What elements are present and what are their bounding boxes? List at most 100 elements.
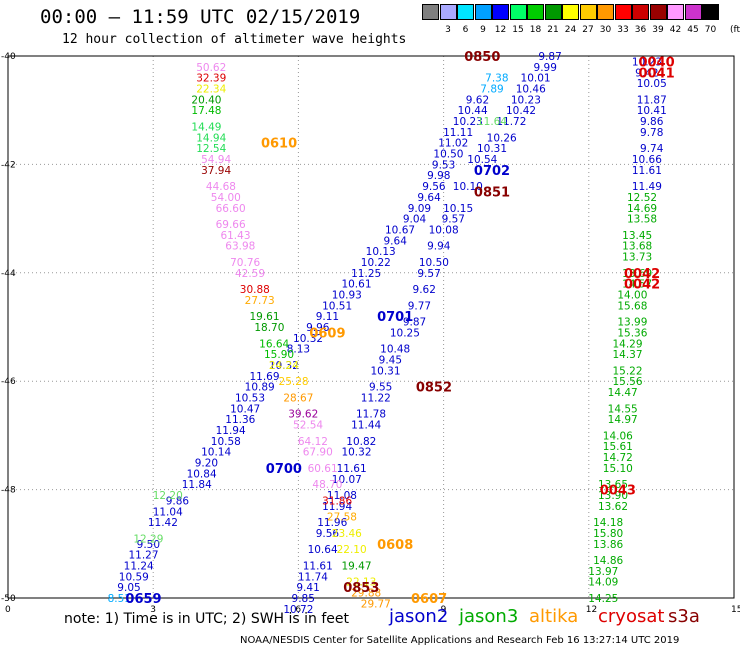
wave-height-value: 11.24 [124,560,154,572]
wave-height-value: 11.72 [496,116,526,128]
wave-height-value: 23.46 [332,528,362,540]
wave-height-value: 13.99 [617,317,647,329]
wave-height-value: 9.86 [166,495,190,507]
wave-height-value: 9.87 [403,317,426,329]
wave-height-value: 14.69 [627,203,657,215]
wave-height-value: 42.59 [235,268,265,280]
wave-height-value: 70.76 [230,257,260,269]
wave-height-value: 10.01 [521,73,551,85]
wave-height-value: 12.52 [627,192,657,204]
longitude-tick-label: 3 [150,605,156,615]
wave-height-value: 32.39 [196,73,226,85]
wave-height-value: 9.86 [640,116,664,128]
wave-height-value: 13.73 [622,252,652,264]
wave-height-value: 10.26 [487,132,517,144]
longitude-tick-label: 12 [586,605,597,615]
color-scale-swatch [562,4,579,20]
wave-height-value: 10.22 [361,257,391,269]
wave-height-value: 11.87 [637,94,667,106]
wave-height-value: 9.98 [427,170,450,182]
latitude-tick-label: -40 [1,52,16,62]
wave-height-value: 31.86 [322,495,352,507]
wave-height-value: 54.00 [211,192,241,204]
wave-height-value: 19.47 [341,560,371,572]
wave-height-value: 11.22 [361,392,391,404]
legend-altika: altika [529,606,579,627]
color-scale-label: 15 [512,25,524,35]
wave-height-value: 13.58 [627,214,657,226]
pass-time-label: 0041 [638,66,674,81]
legend-jason3: jason3 [459,606,519,627]
page-title: 00:00 – 11:59 UTC 02/15/2019 [40,6,361,28]
wave-height-value: 10.50 [433,149,463,161]
map-frame [7,55,735,599]
pass-time-label: 0607 [411,592,447,607]
color-scale-label: 30 [599,25,612,35]
wave-height-value: 24.24 [269,360,299,372]
wave-height-value: 11.74 [298,571,328,583]
wave-height-value: 14.37 [612,349,642,361]
wave-height-value: 9.62 [413,284,436,296]
color-scale-swatch [579,4,597,20]
wave-height-value: 9.64 [384,235,408,247]
wave-height-value: 39.62 [288,409,318,421]
page-subtitle: 12 hour collection of altimeter wave hei… [62,32,407,47]
color-scale-label: 39 [652,25,664,35]
wave-height-value: 10.32 [341,447,371,459]
wave-height-value: 11.49 [632,181,662,193]
wave-height-value: 10.84 [187,468,217,480]
color-scale-swatch [439,4,457,20]
legend-jason2: jason2 [389,606,449,627]
color-scale-swatch [492,4,509,20]
color-scale-label: 42 [669,25,682,35]
wave-height-value: 50.62 [196,62,226,74]
pass-time-label: 0853 [343,581,379,596]
wave-height-value: 13.62 [598,501,628,513]
wave-height-value: 9.74 [640,143,664,155]
wave-height-value: 7.38 [485,73,508,85]
wave-height-value: 14.57 [622,279,652,291]
wave-height-value: 10.66 [632,154,662,166]
wave-height-value: 13.69 [622,268,652,280]
wave-height-value: 10.23 [453,116,483,128]
pass-time-label: 0701 [377,310,413,325]
wave-height-value: 10.67 [385,224,415,236]
wave-height-value: 67.90 [303,447,333,459]
wave-height-value: 48.70 [312,479,342,491]
wave-height-value: 10.25 [390,327,420,339]
wave-height-value: 11.61 [632,165,662,177]
wave-height-value: 9.20 [195,458,218,470]
wave-height-value: 19.61 [249,311,279,323]
wave-height-value: 9.77 [408,300,431,312]
wave-height-value: 11.44 [351,420,381,432]
wave-height-value: 11.25 [351,268,381,280]
wave-height-value: 12.54 [196,143,226,155]
wave-height-value: 10.41 [637,105,667,117]
wave-height-value: 11.94 [216,425,246,437]
wave-height-value: 11.36 [225,414,255,426]
wave-height-value: 9.94 [427,241,451,253]
pass-time-label: 0042 [624,278,660,293]
wave-height-value: 7.89 [480,84,503,96]
color-scale-swatch [632,4,649,20]
wave-height-value: 10.54 [467,154,497,166]
wave-height-value: 64.12 [298,436,328,448]
wave-height-value: 22.34 [196,84,226,96]
wave-height-value: 10.32 [293,333,323,345]
wave-height-value: 15.22 [612,365,642,377]
wave-height-value: 13.65 [598,479,628,491]
wave-height-value: 17.48 [191,105,221,117]
wave-height-value: 9.85 [292,593,315,605]
wave-height-value: 18.70 [254,322,284,334]
pass-time-label: 0042 [624,267,660,282]
color-scale-swatch [614,4,632,20]
color-scale-label: 36 [634,25,647,35]
wave-height-value: 15.56 [612,376,642,388]
wave-height-value: 11.08 [327,490,357,502]
color-scale-swatch [457,4,474,20]
color-scale-swatch [649,4,667,20]
wave-height-value: 9.57 [442,214,465,226]
pass-time-label: 0850 [464,50,500,65]
wave-height-value: 15.10 [603,463,633,475]
